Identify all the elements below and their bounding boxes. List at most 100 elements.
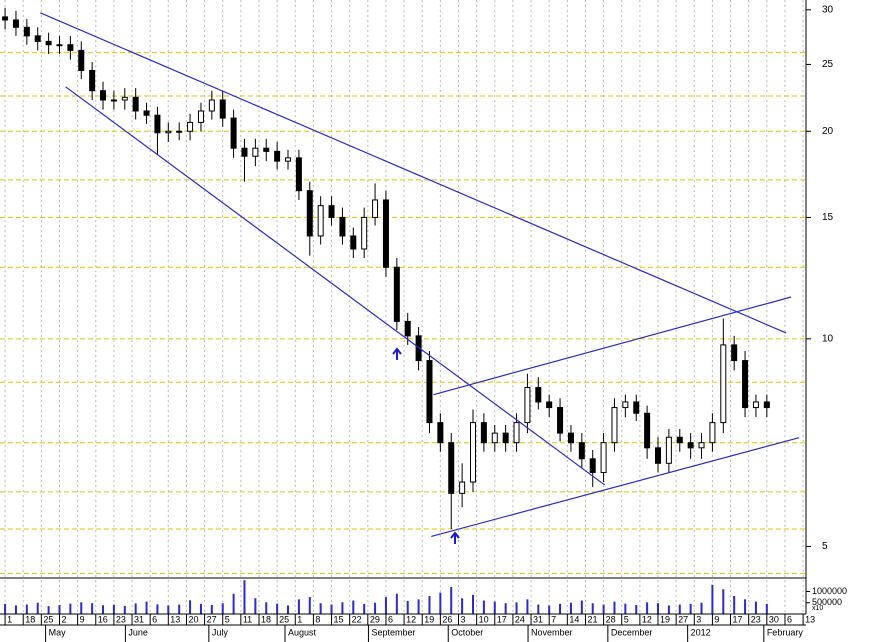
month-label: February [767,627,804,637]
volume-bar [493,601,496,614]
volume-bar [689,603,692,614]
volume-bar [374,602,377,614]
volume-bar [210,605,213,614]
candle-body [285,157,292,162]
trend-line [433,296,792,396]
x-tick-label: 9 [714,614,719,624]
volume-bar [69,603,72,614]
x-tick-label: 5 [225,614,230,624]
volume-bar [47,606,50,614]
candle-body [361,216,368,250]
x-tick-label: 3 [460,614,465,624]
volume-bar [91,603,94,614]
candle-body [56,44,63,47]
candle-body [742,360,749,409]
candle-body [100,90,107,101]
volume-bar [569,602,572,614]
volume-bar [363,603,366,614]
volume-bar [221,603,224,614]
volume-tick-label: 1000000 [812,586,847,596]
candle-body [23,26,30,37]
volume-bar [646,602,649,614]
candle-body [611,407,618,444]
candle-body [437,422,444,444]
x-tick-label: 21 [587,614,597,624]
candle-body [676,436,683,444]
volume-bar [678,604,681,614]
x-tick-label: 16 [98,614,108,624]
volume-bar [504,603,507,614]
volume-bar [189,600,192,614]
volume-bar [156,604,159,614]
volume-bar [428,596,431,614]
candle-body [578,442,585,460]
candle-body [187,121,194,132]
x-tick-label: 3 [696,614,701,624]
candle-body [731,344,738,362]
month-label: November [531,627,573,637]
x-tick-label: 30 [769,614,779,624]
month-label: 2012 [691,627,711,637]
candle-body [317,205,324,237]
x-tick-label: 27 [207,614,217,624]
volume-bar [276,603,279,614]
candle-body [350,235,357,250]
y-tick-label: 20 [822,126,834,137]
candle-body [252,147,259,157]
y-tick-label: 5 [822,541,828,552]
candle-body [644,412,651,449]
volume-bar [395,593,398,614]
month-label: June [128,627,148,637]
x-tick-label: 17 [733,614,743,624]
volume-bar [36,602,39,614]
x-tick-label: 18 [25,614,35,624]
trend-line [431,437,800,538]
candle-body [132,96,139,112]
x-tick-label: 12 [406,614,416,624]
x-tick-label: 2 [61,614,66,624]
x-tick-label: 28 [606,614,616,624]
volume-bar [4,603,7,614]
y-tick-label: 15 [822,212,834,223]
x-tick-label: 19 [660,614,670,624]
candle-body [600,442,607,474]
candle-body [763,401,770,409]
candle-body [121,96,128,101]
candle-body [720,344,727,424]
x-tick-label: 1 [297,614,302,624]
candle-body [426,360,433,424]
volume-bar [613,601,616,614]
candle-body [546,401,553,409]
x-tick-label: 18 [261,614,271,624]
x-tick-label: 12 [642,614,652,624]
candle-body [633,401,640,414]
volume-bar [14,605,17,614]
arrow [392,347,402,360]
volume-bar [265,602,268,614]
x-tick-label: 25 [279,614,289,624]
volume-bar [537,604,540,614]
x-tick-label: 6 [152,614,157,624]
volume-bar [700,602,703,614]
candle-body [45,40,52,46]
volume-bar [515,602,518,614]
candle-body [382,199,389,268]
volume-bar [744,599,747,614]
candle-body [165,130,172,134]
volume-bar [548,605,551,614]
candle-body [219,99,226,119]
candle-body [709,422,716,444]
x-tick-label: 23 [751,614,761,624]
volume-bar [145,601,148,614]
x-tick-label: 11 [243,614,252,624]
x-tick-label: 5 [624,614,629,624]
y-tick-label: 25 [822,59,834,70]
volume-bar [25,604,28,614]
month-label: July [212,627,229,637]
volume-bar [352,600,355,614]
volume-bar [657,603,660,614]
candle-body [154,114,161,134]
x-tick-label: 23 [116,614,126,624]
volume-bar [167,605,170,614]
